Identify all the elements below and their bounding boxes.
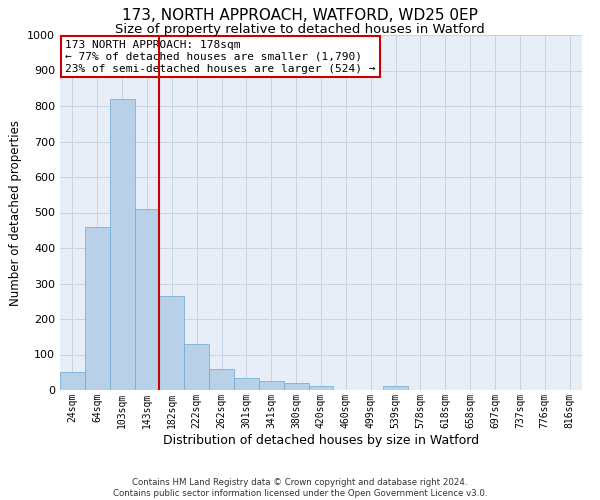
Bar: [110, 99, 134, 390]
Bar: [60, 372, 85, 390]
Text: 173 NORTH APPROACH: 178sqm
← 77% of detached houses are smaller (1,790)
23% of s: 173 NORTH APPROACH: 178sqm ← 77% of deta…: [65, 40, 376, 74]
Bar: [134, 209, 160, 390]
Bar: [209, 368, 234, 390]
Bar: [383, 386, 408, 390]
Bar: [284, 383, 308, 390]
Bar: [234, 378, 259, 390]
Text: 173, NORTH APPROACH, WATFORD, WD25 0EP: 173, NORTH APPROACH, WATFORD, WD25 0EP: [122, 8, 478, 22]
Bar: [259, 381, 284, 390]
Bar: [308, 386, 334, 390]
Bar: [184, 344, 209, 390]
Text: Contains HM Land Registry data © Crown copyright and database right 2024.
Contai: Contains HM Land Registry data © Crown c…: [113, 478, 487, 498]
Bar: [160, 296, 184, 390]
Text: Size of property relative to detached houses in Watford: Size of property relative to detached ho…: [115, 22, 485, 36]
Bar: [85, 226, 110, 390]
X-axis label: Distribution of detached houses by size in Watford: Distribution of detached houses by size …: [163, 434, 479, 446]
Y-axis label: Number of detached properties: Number of detached properties: [8, 120, 22, 306]
